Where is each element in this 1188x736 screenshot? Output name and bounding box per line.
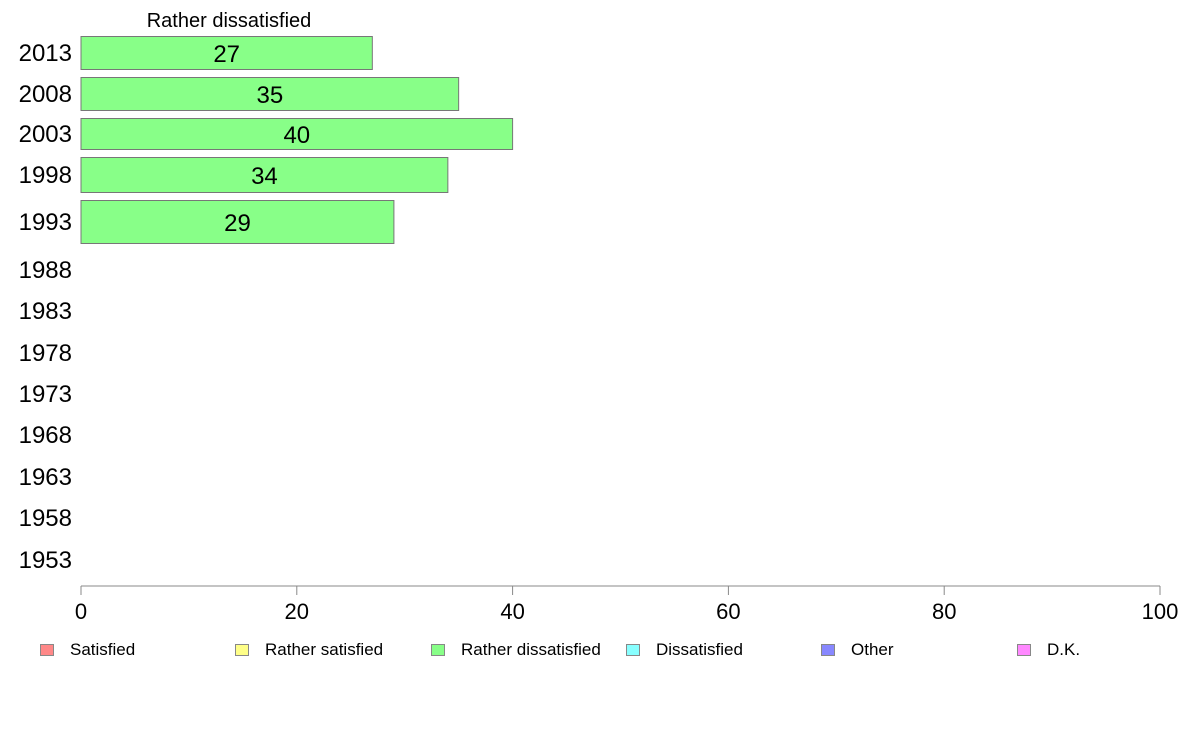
legend-swatch: [626, 644, 640, 656]
x-tick-label: 60: [716, 599, 740, 624]
bar-value-label: 34: [251, 163, 278, 190]
y-axis-labels: 2013 2008 2003 1998 1993 1988 1983 1978 1973 1968…: [19, 40, 72, 574]
x-tick-label: 100: [1142, 599, 1179, 624]
legend-item-satisfied: Satisfied: [40, 639, 135, 661]
legend-label: Satisfied: [70, 640, 136, 659]
legend-swatch: [235, 644, 249, 656]
legend-swatch: [431, 644, 445, 656]
legend: Satisfied Rather satisfied Rather dissat…: [0, 639, 1188, 663]
y-tick-label: 1953: [19, 547, 72, 574]
y-tick-label: 1988: [19, 257, 72, 284]
y-tick-label: 1968: [19, 422, 72, 449]
y-tick-label: 1978: [19, 340, 72, 367]
chart-title: Rather dissatisfied: [147, 10, 312, 32]
legend-item-rather-satisfied: Rather satisfied: [235, 639, 383, 661]
legend-label: Rather satisfied: [265, 640, 384, 659]
bar-value-label: 29: [224, 210, 251, 237]
y-tick-label: 1983: [19, 298, 72, 325]
legend-item-dk: D.K.: [1017, 639, 1080, 661]
y-tick-label: 2003: [19, 121, 72, 148]
legend-label: Other: [851, 640, 894, 659]
bar: [80, 200, 395, 244]
legend-item-rather-dissatisfied: Rather dissatisfied: [431, 639, 601, 661]
legend-label: D.K.: [1047, 640, 1081, 659]
bar: [80, 36, 373, 70]
y-tick-label: 1993: [19, 209, 72, 236]
legend-label: Dissatisfied: [656, 640, 743, 659]
x-axis: 0 20 40 60 80 100: [75, 585, 1179, 624]
y-tick-label: 2008: [19, 81, 72, 108]
x-tick-label: 20: [285, 599, 309, 624]
bar-value-label: 40: [283, 122, 310, 149]
x-tick-label: 80: [932, 599, 956, 624]
legend-swatch: [821, 644, 835, 656]
x-tick-label: 40: [500, 599, 524, 624]
bar: [80, 157, 449, 193]
bar: [80, 77, 460, 111]
bar-value-label: 35: [256, 82, 283, 109]
bar-value-label: 27: [213, 41, 240, 68]
bar: [80, 118, 514, 150]
y-tick-label: 2013: [19, 40, 72, 67]
legend-item-other: Other: [821, 639, 894, 661]
legend-swatch: [40, 644, 54, 656]
y-tick-label: 1998: [19, 162, 72, 189]
y-tick-label: 1958: [19, 505, 72, 532]
y-tick-label: 1973: [19, 381, 72, 408]
legend-label: Rather dissatisfied: [461, 640, 601, 659]
x-tick-label: 0: [75, 599, 87, 624]
y-tick-label: 1963: [19, 464, 72, 491]
legend-swatch: [1017, 644, 1031, 656]
legend-item-dissatisfied: Dissatisfied: [626, 639, 743, 661]
